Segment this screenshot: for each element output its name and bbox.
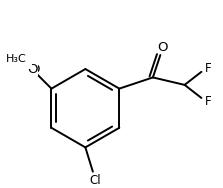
Text: Cl: Cl (89, 174, 101, 186)
Text: H₃C: H₃C (6, 54, 26, 64)
Text: F: F (205, 62, 211, 75)
Text: OCH₃: OCH₃ (0, 187, 1, 188)
Text: O: O (28, 64, 38, 77)
Text: F: F (205, 95, 211, 108)
Text: OCH₃: OCH₃ (0, 187, 1, 188)
Text: O: O (157, 41, 167, 54)
Text: O: O (29, 64, 40, 77)
